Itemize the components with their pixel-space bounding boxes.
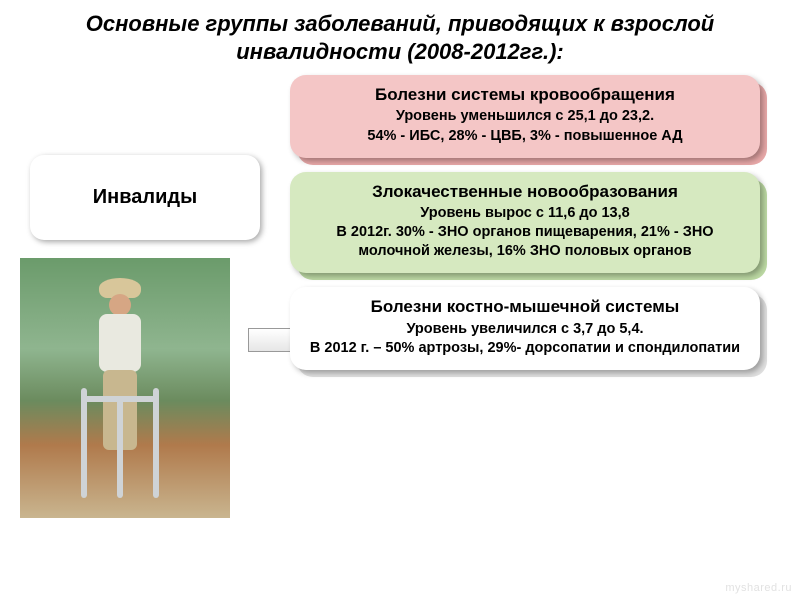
slide-title: Основные группы заболеваний, приводящих … bbox=[0, 0, 800, 75]
label-box: Инвалиды bbox=[30, 155, 260, 240]
cards-column: Болезни системы кровообращения Уровень у… bbox=[280, 75, 760, 575]
card-title: Злокачественные новообразования bbox=[306, 182, 744, 202]
card-musculoskeletal: Болезни костно-мышечной системы Уровень … bbox=[290, 287, 760, 370]
card-title: Болезни костно-мышечной системы bbox=[306, 297, 744, 317]
card-body: Уровень вырос с 11,6 до 13,8В 2012г. 30%… bbox=[306, 204, 744, 261]
card-neoplasms: Злокачественные новообразования Уровень … bbox=[290, 172, 760, 274]
left-column: Инвалиды bbox=[20, 75, 280, 575]
label-text: Инвалиды bbox=[93, 186, 197, 209]
content-area: Инвалиды Болезни системы кровообращен bbox=[0, 75, 800, 575]
card-body: Уровень уменьшился с 25,1 до 23,2.54% - … bbox=[306, 107, 744, 145]
card-body: Уровень увеличился с 3,7 до 5,4.В 2012 г… bbox=[306, 320, 744, 358]
illustration-photo bbox=[20, 258, 230, 518]
watermark: myshared.ru bbox=[725, 582, 792, 594]
card-circulatory: Болезни системы кровообращения Уровень у… bbox=[290, 75, 760, 158]
card-title: Болезни системы кровообращения bbox=[306, 85, 744, 105]
